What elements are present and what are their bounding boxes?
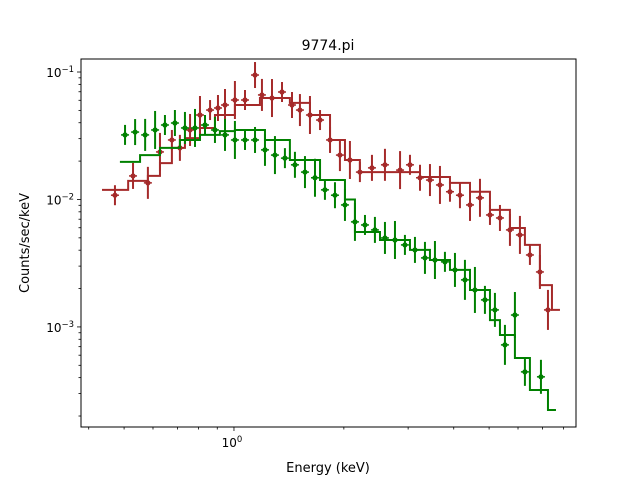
data-point <box>452 267 458 273</box>
data-point <box>432 257 438 263</box>
data-point <box>362 222 368 228</box>
data-point <box>132 129 138 135</box>
data-point <box>307 112 313 118</box>
plot-marks <box>102 62 560 411</box>
data-point <box>352 219 358 225</box>
data-point <box>145 180 151 186</box>
data-point <box>382 162 388 168</box>
data-point <box>202 122 208 128</box>
data-point <box>437 182 443 188</box>
data-point <box>242 97 248 103</box>
data-point <box>538 374 544 380</box>
x-axis-label: Energy (keV) <box>286 461 370 476</box>
series-1 <box>119 108 556 411</box>
data-point <box>402 242 408 248</box>
data-point <box>472 287 478 293</box>
data-point <box>417 175 423 181</box>
data-point <box>462 277 468 283</box>
data-point <box>442 259 448 265</box>
data-point <box>282 155 288 161</box>
data-point <box>297 107 303 113</box>
y-axis-ticks: 10−1 10−2 10−3 <box>46 65 81 417</box>
data-point <box>242 137 248 143</box>
data-point <box>447 189 453 195</box>
data-point <box>392 237 398 243</box>
data-point <box>169 137 175 143</box>
data-point <box>537 269 543 275</box>
data-point <box>482 297 488 303</box>
data-point <box>517 232 523 238</box>
data-point <box>487 212 493 218</box>
data-point <box>232 137 238 143</box>
data-point <box>152 127 158 133</box>
data-point <box>545 307 551 313</box>
series-0 <box>102 62 560 330</box>
y-axis-label: Counts/sec/keV <box>18 193 33 293</box>
data-point <box>347 157 353 163</box>
y-tick-label: 10−2 <box>46 192 74 207</box>
data-point <box>162 122 168 128</box>
data-point <box>372 227 378 233</box>
data-point <box>112 192 118 198</box>
data-point <box>502 342 508 348</box>
data-point <box>252 72 258 78</box>
data-point <box>407 162 413 168</box>
data-point <box>527 252 533 258</box>
data-point <box>207 107 213 113</box>
data-point <box>279 89 285 95</box>
chart-title: 9774.pi <box>302 38 355 54</box>
data-point <box>122 132 128 138</box>
data-point <box>382 235 388 241</box>
data-point <box>412 247 418 253</box>
data-point <box>427 177 433 183</box>
data-point <box>130 173 136 179</box>
data-point <box>269 95 275 101</box>
data-point <box>172 120 178 126</box>
data-point <box>332 192 338 198</box>
data-point <box>197 112 203 118</box>
data-point <box>232 97 238 103</box>
data-point <box>215 105 221 111</box>
data-point <box>222 102 228 108</box>
data-point <box>512 312 518 318</box>
data-point <box>457 192 463 198</box>
data-point <box>477 195 483 201</box>
data-point <box>272 152 278 158</box>
data-point <box>317 117 323 123</box>
model-line-1 <box>119 128 556 411</box>
data-point <box>222 132 228 138</box>
data-point <box>302 169 308 175</box>
data-point <box>192 125 198 131</box>
data-point <box>522 369 528 375</box>
data-point <box>492 307 498 313</box>
data-point <box>357 169 363 175</box>
y-tick-label: 10−3 <box>46 320 74 335</box>
data-point <box>182 125 188 131</box>
x-axis-ticks: 100 <box>88 427 565 450</box>
data-point <box>312 175 318 181</box>
data-point <box>397 167 403 173</box>
data-point <box>262 147 268 153</box>
data-point <box>422 255 428 261</box>
data-point <box>369 165 375 171</box>
data-point <box>142 132 148 138</box>
data-point <box>327 137 333 143</box>
plot-frame <box>80 58 577 428</box>
data-point <box>507 227 513 233</box>
data-point <box>337 152 343 158</box>
data-point <box>342 202 348 208</box>
data-point <box>259 92 265 98</box>
y-tick-label: 10−1 <box>46 65 74 80</box>
data-point <box>497 215 503 221</box>
data-point <box>212 127 218 133</box>
data-point <box>292 162 298 168</box>
data-point <box>467 202 473 208</box>
x-tick-label: 100 <box>222 435 243 450</box>
data-point <box>322 187 328 193</box>
data-point <box>252 137 258 143</box>
data-point <box>289 102 295 108</box>
